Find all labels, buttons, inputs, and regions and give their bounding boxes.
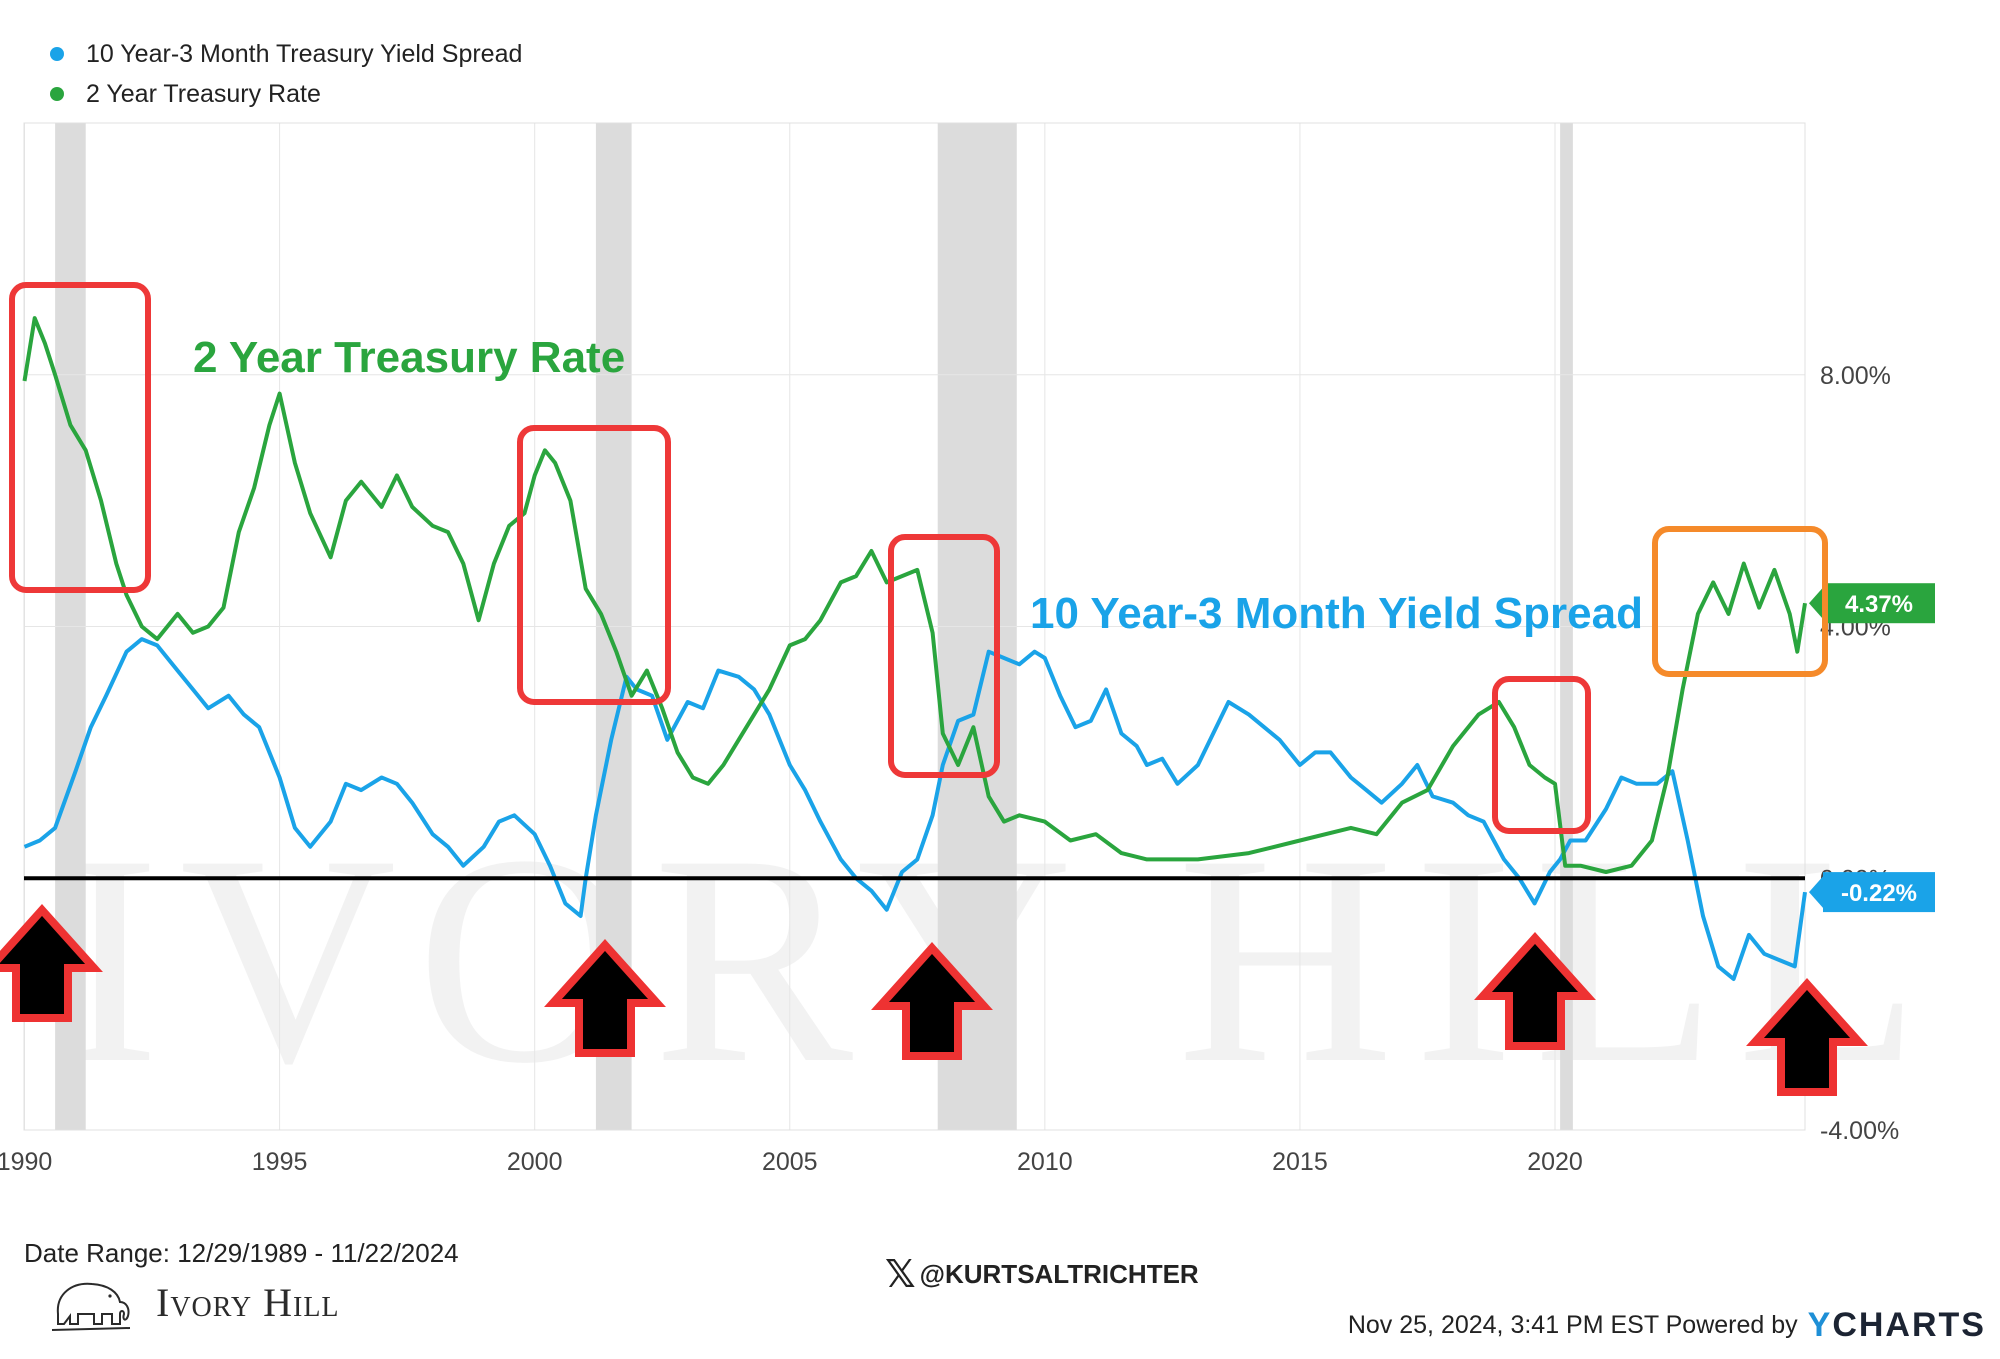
ycharts-y-icon: Y	[1808, 1306, 1833, 1344]
x-tick-label: 1990	[0, 1148, 52, 1176]
y-tick-label: 8.00%	[1820, 362, 1891, 390]
ycharts-logo[interactable]: YCHARTS	[1808, 1306, 1986, 1345]
legend-item-rate[interactable]: 2 Year Treasury Rate	[50, 74, 522, 114]
x-tick-label: 2010	[1017, 1148, 1073, 1176]
legend: 10 Year-3 Month Treasury Yield Spread 2 …	[50, 34, 522, 114]
ivory-hill-brand: Ivory Hill	[48, 1270, 340, 1334]
elephant-logo-icon	[48, 1270, 134, 1334]
x-tick-label: 2015	[1272, 1148, 1328, 1176]
spread-value-tag: -0.22%	[1809, 872, 1935, 912]
legend-dot-spread	[50, 47, 64, 61]
legend-dot-rate	[50, 87, 64, 101]
x-tick-label: 2020	[1527, 1148, 1583, 1176]
highlight-box	[1655, 529, 1825, 674]
spread-value-label: -0.22%	[1841, 880, 1917, 907]
handle-text: @KURTSALTRICHTER	[920, 1259, 1199, 1290]
rate-annotation-title: 2 Year Treasury Rate	[193, 333, 625, 382]
y-tick-label: -4.00%	[1820, 1117, 1899, 1145]
social-handle[interactable]: 𝕏 @KURTSALTRICHTER	[885, 1252, 1199, 1296]
rate-value-label: 4.37%	[1845, 591, 1913, 618]
x-tick-label: 2005	[762, 1148, 818, 1176]
legend-label-rate: 2 Year Treasury Rate	[86, 80, 321, 109]
highlight-box	[520, 428, 668, 702]
ycharts-text: CHARTS	[1832, 1306, 1986, 1344]
spread-annotation-title: 10 Year-3 Month Yield Spread	[1030, 589, 1643, 638]
x-tick-label: 2000	[507, 1148, 563, 1176]
brand-name: Ivory Hill	[156, 1279, 340, 1326]
footer-timestamp: Nov 25, 2024, 3:41 PM EST Powered by YCH…	[1348, 1306, 1986, 1345]
legend-item-spread[interactable]: 10 Year-3 Month Treasury Yield Spread	[50, 34, 522, 74]
x-tick-label: 1995	[252, 1148, 308, 1176]
legend-label-spread: 10 Year-3 Month Treasury Yield Spread	[86, 40, 522, 69]
x-logo-icon: 𝕏	[885, 1252, 916, 1296]
date-range: Date Range: 12/29/1989 - 11/22/2024	[24, 1238, 459, 1269]
timestamp-text: Nov 25, 2024, 3:41 PM EST Powered by	[1348, 1311, 1798, 1340]
